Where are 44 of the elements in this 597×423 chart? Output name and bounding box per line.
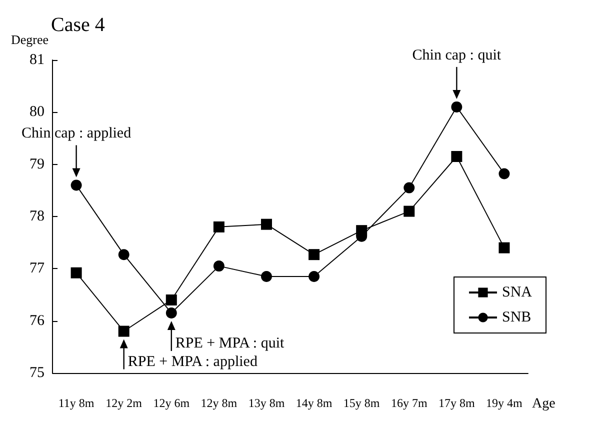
point [70,267,82,278]
point [261,270,272,282]
x-tick-label: 11y 8m [58,396,95,410]
point [166,294,177,306]
x-tick-label: 14y 8m [296,396,333,410]
chart-title: Case 4 [51,14,105,36]
point [70,180,82,191]
legend-label: SNA [502,284,532,300]
y-tick-label: 81 [30,52,45,68]
y-tick-label: 78 [30,208,45,224]
point [498,168,510,180]
y-tick-label: 75 [30,365,45,381]
point [498,242,510,254]
point [451,101,462,112]
x-tick-label: 16y 7m [390,396,428,410]
annotation: RPE + MPA : quit [175,336,286,352]
point [260,218,272,230]
x-tick-label: 15y 8m [343,396,380,410]
y-tick-label: 76 [30,312,46,329]
x-axis-title: Age [532,396,556,412]
point [166,308,177,319]
y-tick-label: 80 [30,104,45,120]
y-axis-title: Degree [10,32,49,47]
annotation: Chin cap : applied [22,126,132,142]
point [451,151,462,162]
point [404,206,415,217]
point [213,221,224,232]
y-tick-label: 79 [30,156,45,172]
point [308,249,320,260]
point [118,326,130,337]
annotation: RPE + MPA : applied [128,354,258,370]
point [308,270,320,282]
x-tick-label: 12y 8m [200,396,238,410]
point [213,260,224,272]
legend-label: SNB [502,310,532,326]
annotation: Chin cap : quit [412,47,502,64]
x-tick-label: 17y 8m [438,396,476,410]
y-tick-label: 77 [30,260,46,277]
x-tick-label: 12y 6m [153,396,190,410]
x-tick-label: 13y 8m [248,396,286,410]
point [404,182,415,194]
x-tick-label: 19y 4m [486,396,524,410]
x-tick-label: 12y 2m [106,396,143,410]
point [118,249,130,260]
